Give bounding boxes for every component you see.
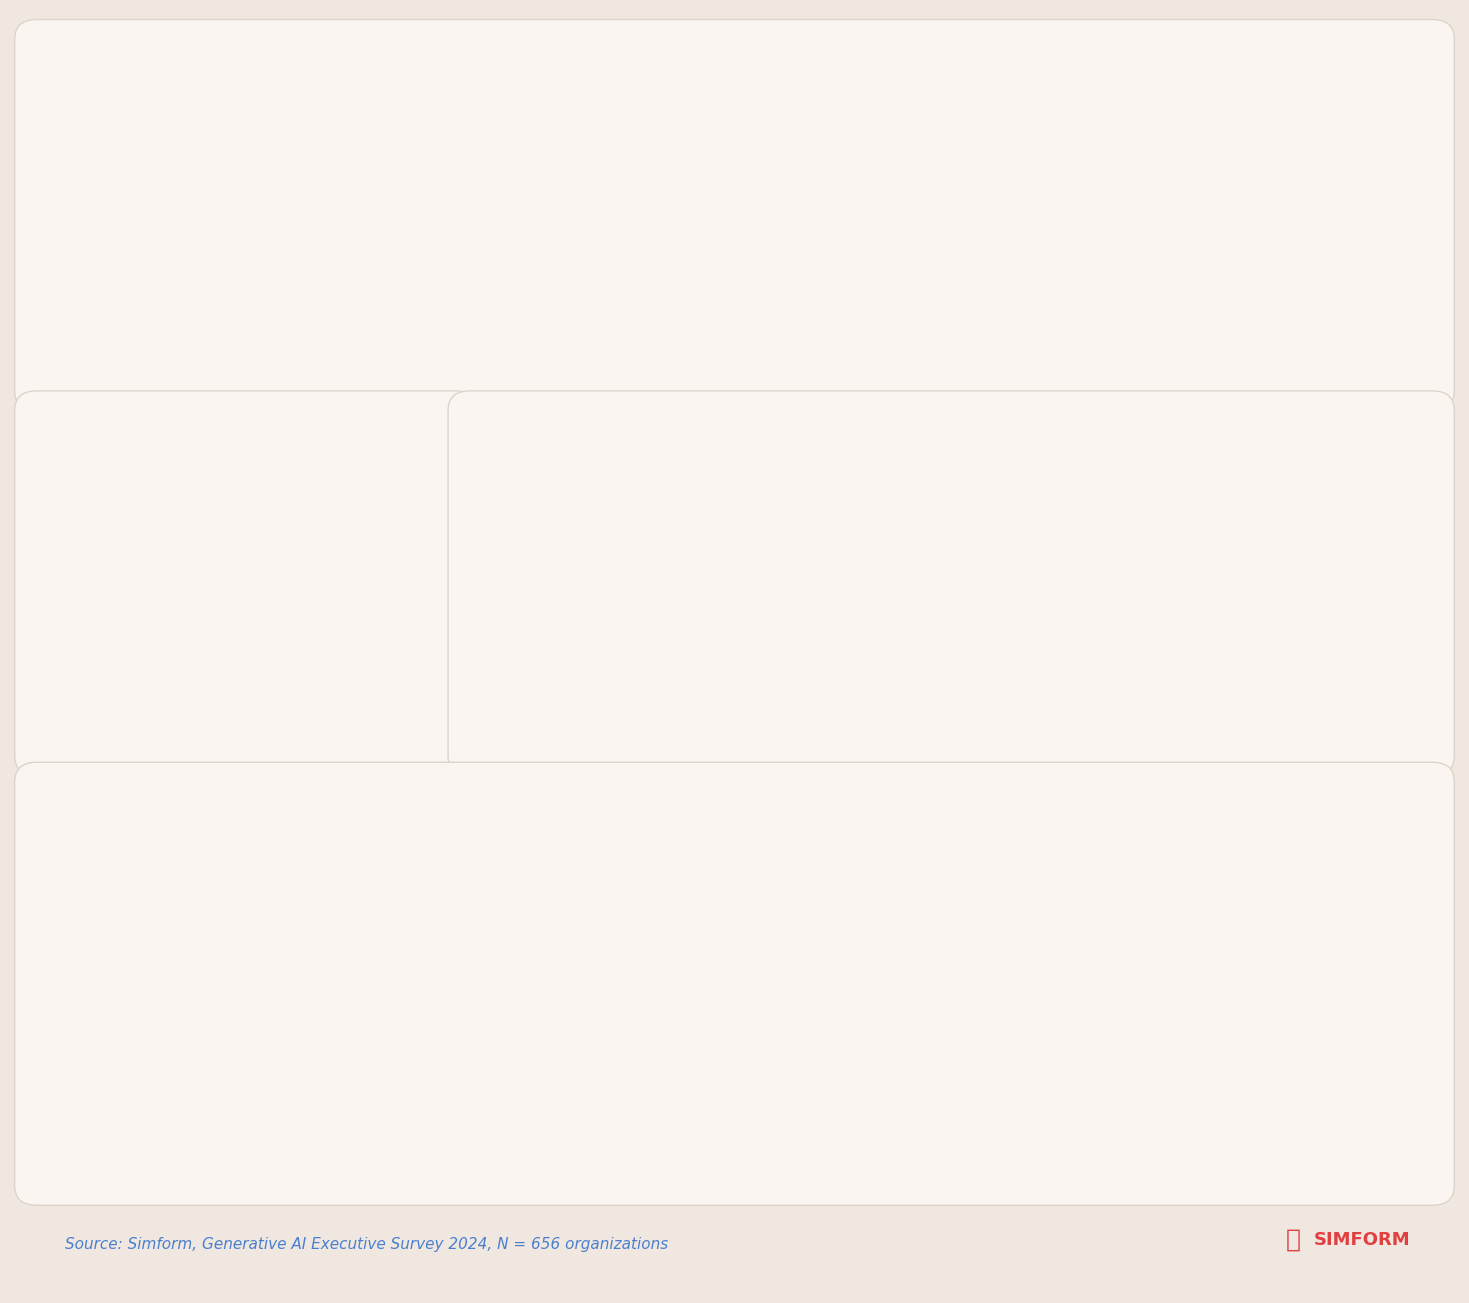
Text: Europe: Europe <box>655 189 695 199</box>
Text: 4%: 4% <box>214 524 235 537</box>
Text: %: % <box>266 863 291 886</box>
Text: Director: Director <box>65 625 113 638</box>
Text: Organizations by Annual Revenue: Organizations by Annual Revenue <box>65 800 407 818</box>
Text: 7.8%: 7.8% <box>632 642 664 655</box>
Text: Prefer not to say: Prefer not to say <box>1253 945 1340 955</box>
Text: %: % <box>373 296 395 317</box>
Text: 27.5: 27.5 <box>577 164 673 202</box>
FancyBboxPatch shape <box>569 1093 1404 1164</box>
Text: Senior AI/ML
Engineer: Senior AI/ML Engineer <box>360 512 433 539</box>
Text: Others: Others <box>1347 710 1379 721</box>
Wedge shape <box>192 521 228 556</box>
Text: SVP/EVP: SVP/EVP <box>284 687 332 700</box>
Text: 10.9%: 10.9% <box>173 586 214 599</box>
Text: US $10 billion or more: US $10 billion or more <box>980 945 1097 955</box>
Text: Pharma and
healthcare: Pharma and healthcare <box>1027 710 1087 732</box>
Text: 41.3: 41.3 <box>113 83 223 126</box>
Text: %: % <box>166 98 197 126</box>
Text: 14.9%: 14.9% <box>1343 606 1384 619</box>
Text: Founder: Founder <box>222 710 270 723</box>
Text: Technology
and software: Technology and software <box>514 710 577 732</box>
Text: Ⓢ: Ⓢ <box>1285 1227 1300 1252</box>
Text: 4.6%: 4.6% <box>195 534 228 546</box>
Wedge shape <box>225 507 254 542</box>
Text: SIMFORM: SIMFORM <box>1313 1231 1410 1248</box>
FancyBboxPatch shape <box>65 1093 357 1164</box>
Wedge shape <box>253 507 329 646</box>
Text: Organizations by Headquarters: Organizations by Headquarters <box>65 56 433 76</box>
Bar <box>1228 679 1294 698</box>
Text: 7.7%: 7.7% <box>182 552 214 566</box>
Text: 12.6%: 12.6% <box>197 624 237 637</box>
Text: 62: 62 <box>1253 855 1307 894</box>
Text: 5.9: 5.9 <box>980 855 1049 894</box>
Text: eCommerce/
Retail: eCommerce/ Retail <box>617 710 679 732</box>
Text: 21.6: 21.6 <box>160 855 257 894</box>
Text: Respondents by Title: Respondents by Title <box>95 433 310 451</box>
Text: 45.2%: 45.2% <box>526 455 567 468</box>
Text: eCommerce/
Retail: eCommerce/ Retail <box>924 710 986 732</box>
Wedge shape <box>234 619 297 659</box>
Text: US $100 million $499 million: US $100 million $499 million <box>407 945 538 956</box>
Text: Australia/
Ocean: Australia/ Ocean <box>1318 310 1371 334</box>
Bar <box>820 668 886 698</box>
Text: Asia: Asia <box>887 242 911 251</box>
Text: 6%: 6% <box>843 652 862 665</box>
Text: Organizations by Industry: Organizations by Industry <box>494 433 757 451</box>
Text: US $50 million - $99 million: US $50 million - $99 million <box>160 945 291 956</box>
Text: 7.8: 7.8 <box>707 855 776 894</box>
Wedge shape <box>209 512 237 547</box>
Bar <box>513 473 579 698</box>
Text: AVP/VP: AVP/VP <box>367 573 408 586</box>
Text: 8%: 8% <box>740 641 761 654</box>
Text: %: % <box>862 232 889 255</box>
Text: 5.9: 5.9 <box>332 287 386 317</box>
Bar <box>921 668 989 698</box>
Wedge shape <box>179 537 219 576</box>
Wedge shape <box>187 605 242 657</box>
Text: US $500 million - $999 million: US $500 million - $999 million <box>707 945 851 956</box>
Text: 13.8%: 13.8% <box>242 636 284 649</box>
Text: Others: Others <box>291 459 332 472</box>
Text: Travel and
Hospitality: Travel and Hospitality <box>1235 710 1288 732</box>
Bar <box>1127 678 1193 698</box>
Text: Financial
services: Financial services <box>1137 710 1181 732</box>
Text: Head of
Research: Head of Research <box>367 611 422 638</box>
Bar <box>1331 624 1397 698</box>
Text: %: % <box>1061 863 1086 886</box>
Circle shape <box>209 539 298 627</box>
Text: %: % <box>438 863 463 886</box>
Text: Marketing: Marketing <box>829 710 877 721</box>
Text: 5.9: 5.9 <box>1042 287 1096 317</box>
Text: 2: 2 <box>407 855 433 894</box>
Bar <box>1024 676 1090 698</box>
Text: Africa: Africa <box>1108 302 1140 313</box>
Polygon shape <box>106 150 1268 367</box>
Text: 2: 2 <box>1274 309 1294 336</box>
Text: %: % <box>1310 863 1335 886</box>
Text: C-suite
Executive: C-suite Executive <box>56 550 113 579</box>
Text: 6%: 6% <box>232 517 253 530</box>
FancyBboxPatch shape <box>488 1093 569 1164</box>
FancyBboxPatch shape <box>357 1093 383 1164</box>
Text: 4.3%: 4.3% <box>1040 659 1074 672</box>
Text: South
America: South America <box>398 289 444 313</box>
Text: 40.4%: 40.4% <box>291 559 331 572</box>
Text: EdTech: EdTech <box>733 710 767 721</box>
Text: 5.9%: 5.9% <box>939 652 971 665</box>
Text: 4%: 4% <box>1149 661 1169 674</box>
Text: %: % <box>787 863 812 886</box>
Text: 17.4: 17.4 <box>809 222 899 255</box>
Bar <box>616 659 682 698</box>
Text: North
America: North America <box>191 99 237 122</box>
Text: 3.9%: 3.9% <box>1246 662 1278 675</box>
Text: Source: Simform, Generative AI Executive Survey 2024, N = 656 organizations: Source: Simform, Generative AI Executive… <box>65 1237 668 1252</box>
Text: %: % <box>630 176 658 202</box>
Bar <box>717 658 783 698</box>
Text: %: % <box>1084 296 1105 317</box>
FancyBboxPatch shape <box>383 1093 488 1164</box>
Text: %: % <box>1293 318 1312 336</box>
Wedge shape <box>178 571 214 620</box>
